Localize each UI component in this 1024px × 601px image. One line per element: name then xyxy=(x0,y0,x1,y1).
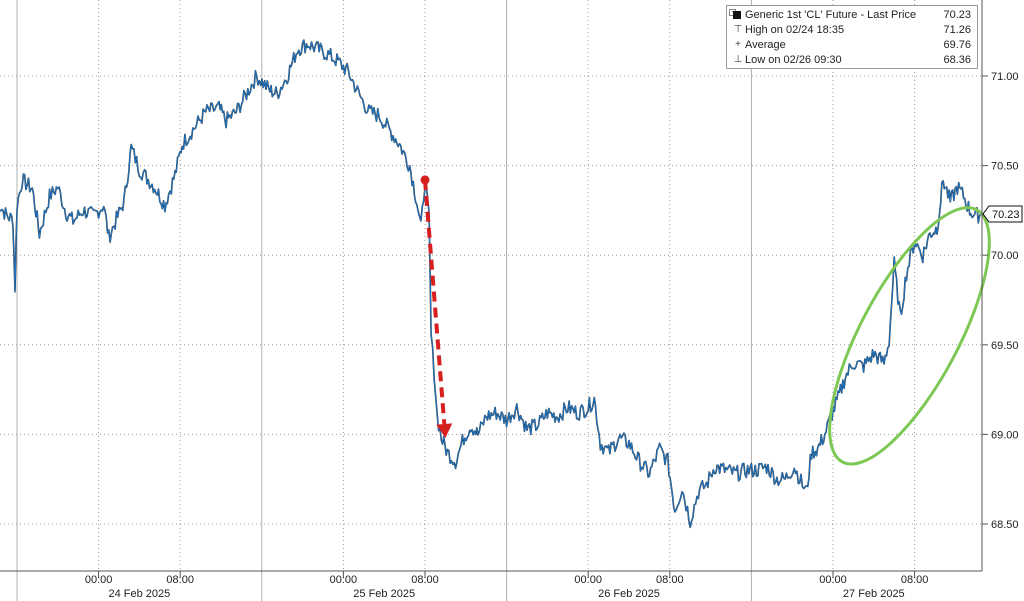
low-marker-icon: ⊥ xyxy=(733,54,743,65)
date-label: 27 Feb 2025 xyxy=(843,588,905,600)
date-label: 24 Feb 2025 xyxy=(109,588,171,600)
legend-label: Generic 1st 'CL' Future - Last Price xyxy=(745,9,917,21)
last-price-tag xyxy=(982,205,1023,223)
legend-label: Average xyxy=(745,39,786,51)
y-tick-label: 71.00 xyxy=(991,71,1019,83)
average-marker-icon: + xyxy=(735,39,741,50)
last-price-marker: 70.23 xyxy=(982,205,1023,223)
black-square-icon xyxy=(733,11,741,19)
y-tick-label: 70.50 xyxy=(991,161,1019,173)
legend-row-average: + Average 69.76 xyxy=(733,38,971,52)
last-price-label: 70.23 xyxy=(992,209,1020,221)
x-tick-label: 08:00 xyxy=(166,574,194,586)
y-tick-label: 69.00 xyxy=(991,429,1019,441)
arrow-head xyxy=(436,423,453,438)
legend-row-low: ⊥ Low on 02/26 09:30 68.36 xyxy=(733,53,971,67)
session-dividers xyxy=(16,0,752,601)
legend-label: High on 02/24 18:35 xyxy=(745,24,845,36)
legend-row-high: ⊤ High on 02/24 18:35 71.26 xyxy=(733,23,971,37)
y-axis-ticks: 71.00 70.50 70.00 69.50 69.00 68.50 xyxy=(982,71,1019,531)
series-line xyxy=(0,39,982,528)
highlight-ellipse xyxy=(828,206,991,466)
x-tick-label: 00:00 xyxy=(819,574,847,586)
legend: - Generic 1st 'CL' Future - Last Price 7… xyxy=(726,5,978,69)
legend-value: 68.36 xyxy=(943,54,971,66)
date-label: 26 Feb 2025 xyxy=(598,588,660,600)
date-label: 25 Feb 2025 xyxy=(353,588,415,600)
y-tick-label: 68.50 xyxy=(991,519,1019,531)
annotations xyxy=(420,175,991,466)
x-tick-label: 08:00 xyxy=(901,574,929,586)
legend-label: Low on 02/26 09:30 xyxy=(745,54,842,66)
y-tick-label: 69.50 xyxy=(991,340,1019,352)
x-tick-label: 00:00 xyxy=(330,574,358,586)
arrow-origin-dot xyxy=(420,175,430,185)
high-marker-icon: ⊤ xyxy=(733,24,743,35)
x-tick-label: 00:00 xyxy=(85,574,113,586)
x-tick-label: 00:00 xyxy=(574,574,602,586)
legend-value: 69.76 xyxy=(943,39,971,51)
legend-row-last-price: Generic 1st 'CL' Future - Last Price 70.… xyxy=(733,8,971,22)
arrow-shaft xyxy=(423,179,447,425)
x-tick-label: 08:00 xyxy=(656,574,684,586)
x-axis-ticks: 00:00 08:00 00:00 08:00 00:00 08:00 00:00 08:00… xyxy=(85,571,929,600)
x-tick-label: 08:00 xyxy=(411,574,439,586)
legend-value: 70.23 xyxy=(943,9,971,21)
y-tick-label: 70.00 xyxy=(991,250,1019,262)
series-layer xyxy=(0,39,982,529)
legend-value: 71.26 xyxy=(943,24,971,36)
